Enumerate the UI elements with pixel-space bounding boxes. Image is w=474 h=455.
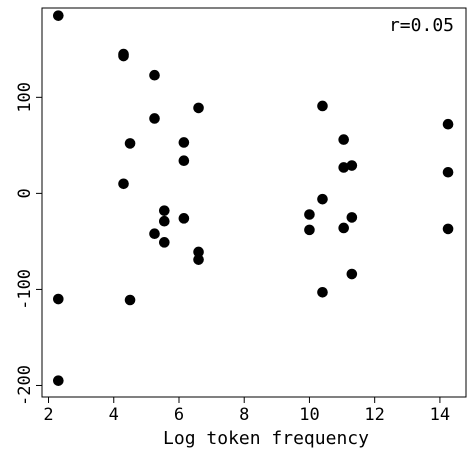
data-point bbox=[442, 118, 454, 130]
data-point bbox=[317, 287, 328, 298]
data-point bbox=[346, 268, 358, 280]
x-tick-label: 6 bbox=[174, 405, 184, 425]
data-point bbox=[53, 10, 64, 21]
y-tick-label: -200 bbox=[15, 365, 35, 406]
data-point bbox=[149, 228, 160, 240]
data-point bbox=[442, 166, 454, 178]
x-tick-label: 8 bbox=[239, 405, 249, 425]
data-point bbox=[346, 160, 358, 171]
data-point bbox=[53, 293, 64, 305]
data-point bbox=[338, 222, 349, 234]
data-point bbox=[317, 193, 328, 205]
data-point bbox=[304, 209, 315, 220]
data-point bbox=[159, 215, 170, 227]
data-point bbox=[159, 237, 170, 248]
data-point bbox=[178, 213, 190, 224]
correlation-annotation: r=0.05 bbox=[389, 15, 454, 36]
data-point bbox=[149, 113, 160, 124]
data-point bbox=[193, 246, 204, 258]
data-point bbox=[317, 100, 328, 112]
data-point bbox=[178, 155, 190, 167]
data-point bbox=[124, 138, 136, 149]
data-point bbox=[346, 212, 358, 223]
data-points bbox=[53, 10, 454, 386]
x-axis: 2 4 6 8 10 12 14 bbox=[43, 397, 450, 425]
data-point bbox=[338, 134, 349, 145]
y-axis: -200 -100 0 100 bbox=[15, 82, 42, 406]
x-tick-label: 2 bbox=[43, 405, 53, 425]
x-tick-label: 14 bbox=[430, 405, 450, 425]
y-tick-label: 100 bbox=[15, 82, 35, 113]
x-axis-label: Log token frequency bbox=[163, 428, 369, 449]
y-tick-label: -100 bbox=[15, 269, 35, 310]
data-point bbox=[159, 205, 170, 216]
data-point bbox=[118, 50, 129, 62]
data-point bbox=[53, 375, 64, 386]
y-tick-label: 0 bbox=[15, 188, 35, 198]
data-point bbox=[124, 294, 136, 306]
plot-frame bbox=[41, 7, 467, 398]
x-tick-label: 10 bbox=[299, 405, 319, 425]
data-point bbox=[193, 102, 204, 114]
x-tick-label: 4 bbox=[109, 405, 119, 425]
data-point bbox=[149, 69, 160, 81]
data-point bbox=[118, 178, 129, 190]
data-point bbox=[338, 162, 349, 173]
data-point bbox=[178, 137, 190, 148]
data-point bbox=[304, 224, 315, 236]
data-point bbox=[442, 223, 454, 235]
data-point bbox=[193, 254, 204, 265]
x-tick-label: 12 bbox=[364, 405, 384, 425]
